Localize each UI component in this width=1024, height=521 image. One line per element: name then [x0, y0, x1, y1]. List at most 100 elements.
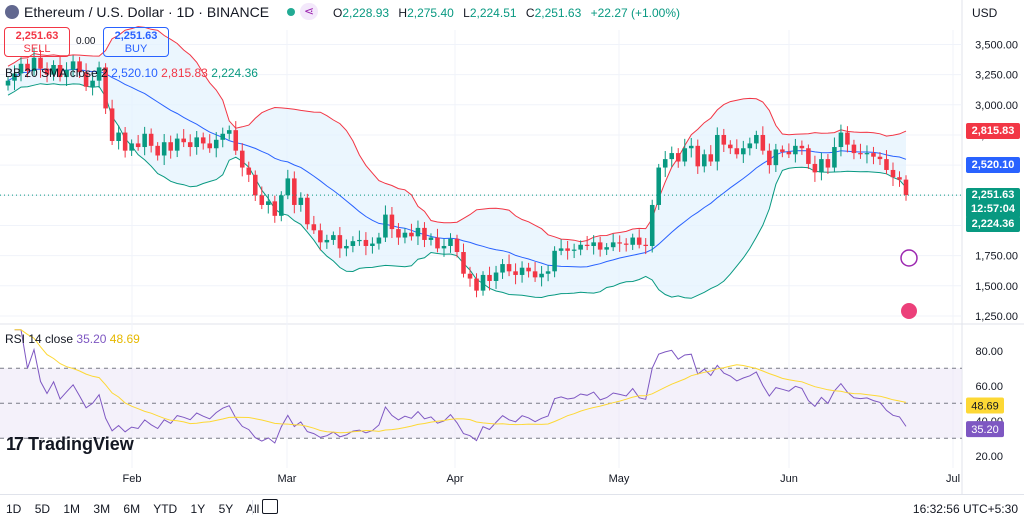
candle-body [174, 138, 180, 151]
buy-button[interactable]: 2,251.63 BUY [103, 27, 169, 57]
rsi-value: 35.20 [76, 332, 107, 346]
candle-body [682, 148, 688, 162]
rsi-label: RSI 14 close [5, 332, 74, 346]
candle-body [363, 239, 369, 246]
candle-body [877, 156, 883, 160]
candle-body [83, 72, 89, 87]
rsi-line [14, 329, 907, 444]
candle-body [519, 267, 525, 275]
rsi-ma-value: 48.69 [109, 332, 140, 346]
candle-body [773, 149, 779, 166]
close-value: 2,251.63 [534, 6, 582, 20]
candle-body [441, 245, 447, 249]
candle-body [57, 64, 63, 78]
candle-body [161, 142, 167, 156]
close-label: C [525, 6, 535, 20]
candle-body [571, 249, 577, 251]
bollinger-legend[interactable]: BB 20 SMA close 2 2,520.10 2,815.83 2,22… [5, 66, 258, 80]
price-tick-label: 3,000.00 [975, 100, 1018, 112]
buy-price: 2,251.63 [114, 30, 158, 42]
candle-body [357, 239, 362, 242]
candle-body [122, 132, 128, 151]
candle-body [656, 167, 662, 205]
calendar-icon[interactable] [262, 499, 278, 514]
candle-body [715, 134, 720, 162]
candle-body [734, 148, 740, 155]
time-tick-label: Mar [278, 473, 297, 485]
candle-body [832, 147, 837, 168]
candle-body [109, 108, 115, 142]
candle-body [487, 274, 492, 281]
price-tick-label: 3,500.00 [975, 39, 1018, 51]
lightning-event-icon [900, 249, 918, 267]
candle-body [688, 145, 694, 149]
candle-body [565, 248, 570, 251]
candle-body [38, 57, 43, 69]
candle-body [474, 278, 479, 291]
range-1m[interactable]: 1M [63, 502, 81, 516]
range-5d[interactable]: 5D [34, 502, 51, 516]
range-ytd[interactable]: YTD [153, 502, 178, 516]
symbol-title[interactable]: Ethereum / U.S. Dollar · 1D · BINANCE [24, 4, 270, 20]
candle-body [252, 174, 258, 196]
candle-body [747, 143, 753, 149]
candle-body [44, 68, 50, 75]
candle-body [331, 235, 336, 240]
candle-body [884, 159, 889, 170]
candle-body [578, 244, 583, 250]
open-value: 2,228.93 [342, 6, 390, 20]
high-value: 2,275.40 [407, 6, 454, 20]
candle-body [207, 143, 213, 149]
candle-body [526, 267, 531, 272]
candle-body [324, 239, 330, 243]
candle-body [51, 64, 56, 75]
candle-body [155, 145, 160, 156]
range-1y[interactable]: 1Y [190, 502, 206, 516]
candle-body [506, 264, 512, 272]
price-tick-label: 1,750.00 [975, 251, 1018, 263]
share-nodes-icon[interactable]: ⋖ [300, 3, 318, 20]
range-5y[interactable]: 5Y [218, 502, 234, 516]
range-6m[interactable]: 6M [123, 502, 141, 516]
time-tick-label: Feb [123, 473, 142, 485]
bollinger-fill [8, 26, 906, 299]
candle-body [409, 232, 414, 237]
candle-body [897, 177, 902, 180]
candle-body [298, 197, 304, 205]
candle-body [181, 138, 186, 143]
lower-band-tag: 2,224.36 [966, 216, 1020, 232]
candle-body [213, 139, 219, 149]
rsi-legend[interactable]: RSI 14 close 35.20 48.69 [5, 332, 140, 346]
candle-body [259, 195, 265, 205]
candle-body [422, 227, 427, 240]
candle-body [383, 214, 388, 238]
open-label: O [333, 6, 343, 20]
candle-body [819, 159, 824, 173]
candle-body [226, 130, 232, 134]
bb-lower-value: 2,224.36 [211, 66, 258, 80]
candle-body [701, 154, 707, 167]
candle-body [70, 61, 76, 70]
low-label: L [463, 6, 470, 20]
candle-body [591, 242, 596, 246]
candle-body [721, 134, 727, 145]
clock-readout[interactable]: 16:32:56 UTC+5:30 [912, 502, 1018, 516]
currency-selector[interactable]: USD [972, 6, 998, 20]
candle-body [597, 242, 603, 250]
range-1d[interactable]: 1D [6, 502, 22, 516]
range-3m[interactable]: 3M [93, 502, 111, 516]
low-value: 2,224.51 [469, 6, 517, 20]
candle-body [903, 179, 909, 196]
sell-button[interactable]: 2,251.63 SELL [4, 27, 70, 57]
candle-body [220, 133, 226, 140]
candle-body [630, 237, 635, 245]
rsi-ma-line [14, 329, 907, 434]
time-tick-label: May [609, 473, 630, 485]
candle-body [610, 242, 616, 248]
candle-body [448, 238, 453, 246]
candle-body [370, 243, 375, 246]
candle-body [239, 150, 245, 168]
range-buttons: 1D 5D 1M 3M 6M YTD 1Y 5Y All [6, 502, 269, 516]
candle-body [90, 80, 95, 87]
candle-body [305, 197, 310, 225]
